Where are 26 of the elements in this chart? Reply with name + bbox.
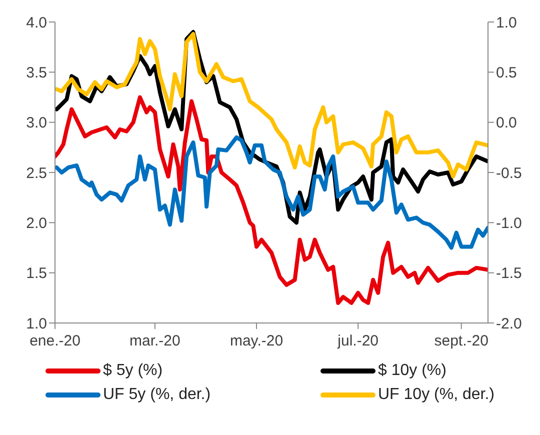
legend-label: UF 10y (%, der.) [378, 386, 494, 404]
y2-tick-label: -2.0 [496, 315, 522, 332]
line-series [55, 32, 488, 179]
line-series [55, 95, 488, 305]
x-tick-label: ene.-20 [30, 332, 80, 350]
x-tick-label: may.-20 [230, 332, 284, 350]
y2-tick-label: 1.0 [496, 14, 517, 32]
y2-tick-label: -1.5 [496, 265, 522, 282]
y-tick-label: 2.5 [26, 164, 47, 182]
y-tick-label: 1.0 [26, 315, 47, 332]
y-tick-label: 3.5 [26, 64, 47, 82]
y2-tick-label: 0.5 [496, 64, 517, 82]
y-tick-label: 4.0 [26, 14, 47, 32]
y-tick-label: 3.0 [26, 114, 47, 132]
legend-label: UF 5y (%, der.) [103, 386, 211, 404]
y2-tick-label: -0.5 [496, 164, 522, 182]
line-series [55, 135, 488, 250]
x-tick-label: jul.-20 [336, 332, 379, 350]
y2-tick-label: 0.0 [496, 114, 517, 132]
legend-label: $ 5y (%) [103, 362, 163, 380]
y2-tick-label: -1.0 [496, 214, 522, 232]
x-tick-label: mar.-20 [129, 332, 180, 350]
y-tick-label: 1.5 [26, 265, 47, 282]
x-tick-label: sept.-20 [434, 332, 488, 350]
legend-label: $ 10y (%) [378, 362, 446, 380]
y-tick-label: 2.0 [26, 214, 47, 232]
